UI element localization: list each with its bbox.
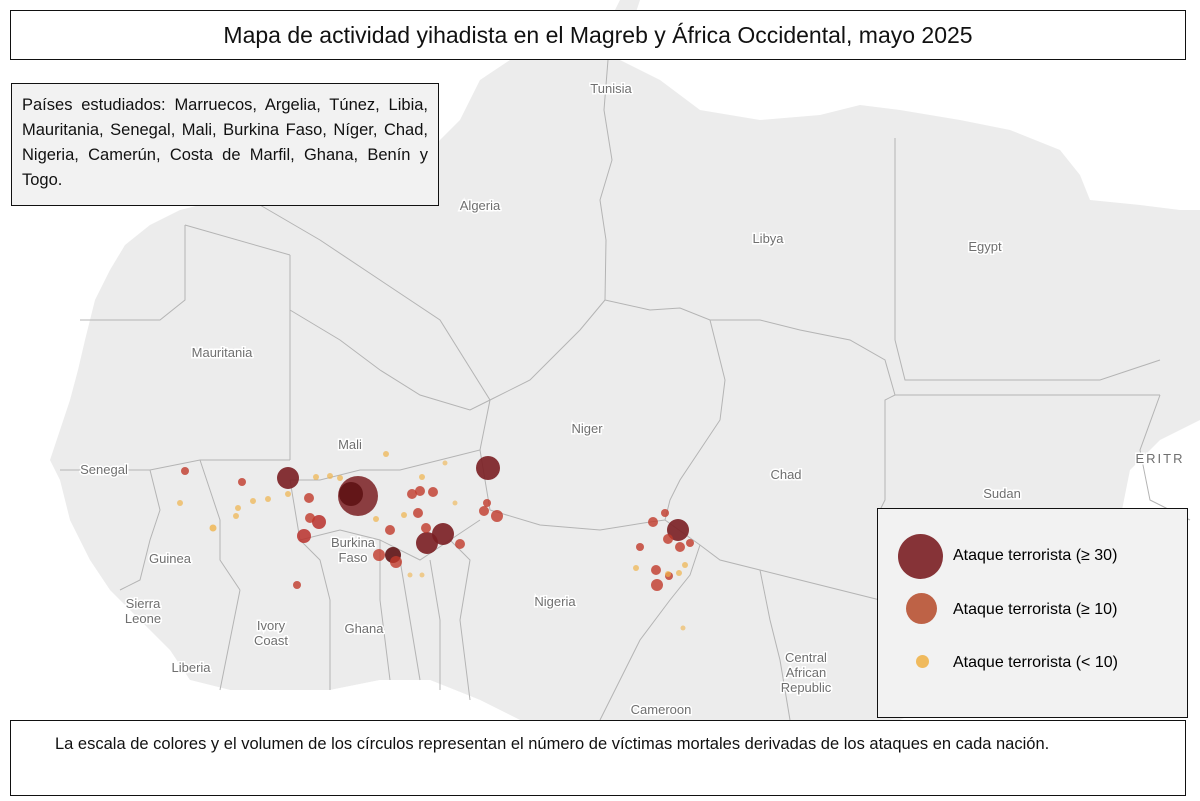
attack-marker-large — [416, 532, 438, 554]
label-car: Central African Republic — [781, 650, 832, 695]
attack-marker-medium — [663, 534, 673, 544]
attack-marker-medium — [305, 513, 315, 523]
attack-marker-medium — [479, 506, 489, 516]
legend-label-small: Ataque terrorista (< 10) — [953, 654, 1118, 671]
attack-marker-medium — [390, 556, 402, 568]
attack-marker-small — [407, 572, 413, 578]
label-senegal: Senegal — [80, 462, 128, 477]
label-ghana: Ghana — [344, 621, 384, 636]
attack-marker-medium — [483, 499, 491, 507]
attack-marker-small — [442, 460, 448, 466]
label-nigeria: Nigeria — [534, 594, 576, 609]
attack-marker-medium — [491, 510, 503, 522]
attack-marker-large — [432, 523, 454, 545]
attack-marker-small — [401, 512, 407, 518]
attack-marker-small — [665, 571, 671, 577]
attack-marker-small — [682, 562, 688, 568]
attack-marker-medium — [304, 493, 314, 503]
footnote-text: La escala de colores y el volumen de los… — [55, 735, 1050, 753]
attack-marker-small — [285, 491, 291, 497]
label-chad: Chad — [770, 467, 801, 482]
label-sudan: Sudan — [983, 486, 1021, 501]
attack-marker-medium — [651, 565, 661, 575]
attack-marker-medium — [238, 478, 246, 486]
label-libya: Libya — [752, 231, 784, 246]
place-labels: Tunisia Algeria Libya Egypt Mauritania M… — [79, 80, 1185, 719]
legend-swatch-medium — [906, 593, 937, 624]
attack-marker-medium — [686, 539, 694, 547]
attack-marker-large — [476, 456, 500, 480]
attack-marker-medium — [648, 517, 658, 527]
countries-studied-text: Países estudiados: Marruecos, Argelia, T… — [22, 96, 428, 189]
attack-marker-small — [452, 500, 458, 506]
attack-marker-small — [177, 500, 183, 506]
attack-marker-small — [337, 475, 343, 481]
legend-swatch-small — [916, 655, 929, 668]
legend: Ataque terrorista (≥ 30) Ataque terroris… — [877, 508, 1188, 718]
label-eritrea: ERITR — [1136, 451, 1185, 466]
label-mali: Mali — [338, 437, 362, 452]
country-borders — [60, 59, 1191, 721]
attack-marker-medium — [297, 529, 311, 543]
legend-label-large: Ataque terrorista (≥ 30) — [953, 547, 1118, 564]
attack-marker-small — [327, 473, 333, 479]
attack-marker-small — [233, 513, 239, 519]
attack-marker-small — [373, 516, 379, 522]
attack-marker-small — [250, 498, 256, 504]
attack-marker-medium — [651, 579, 663, 591]
attack-marker-small — [313, 474, 319, 480]
attack-marker-medium — [293, 581, 301, 589]
label-guinea: Guinea — [149, 551, 192, 566]
attack-marker-small — [633, 565, 639, 571]
countries-studied-box: Países estudiados: Marruecos, Argelia, T… — [11, 83, 439, 206]
label-mauritania: Mauritania — [192, 345, 253, 360]
attack-marker-small — [235, 505, 241, 511]
label-algeria: Algeria — [460, 198, 501, 213]
attack-marker-small — [383, 451, 389, 457]
attack-marker-medium — [636, 543, 644, 551]
footnote-box: La escala de colores y el volumen de los… — [10, 720, 1186, 796]
attack-marker-medium — [385, 525, 395, 535]
attack-marker-medium — [413, 508, 423, 518]
attack-marker-small — [419, 572, 425, 578]
attack-marker-medium — [415, 486, 425, 496]
attack-marker-medium — [181, 467, 189, 475]
attack-marker-medium — [312, 515, 326, 529]
attack-marker-small — [209, 524, 217, 532]
label-egypt: Egypt — [968, 239, 1002, 254]
label-liberia: Liberia — [171, 660, 211, 675]
attack-marker-large — [667, 519, 689, 541]
attack-marker-large — [339, 482, 363, 506]
gulf-of-guinea — [190, 680, 520, 720]
attack-markers — [177, 451, 694, 631]
legend-swatch-large — [898, 534, 943, 579]
label-sierra-leone: Sierra Leone — [125, 596, 161, 626]
label-ivory-coast: Ivory Coast — [254, 618, 288, 648]
attack-marker-medium — [455, 539, 465, 549]
attack-marker-small — [676, 570, 682, 576]
legend-label-medium: Ataque terrorista (≥ 10) — [953, 601, 1118, 618]
label-niger: Niger — [571, 421, 603, 436]
label-tunisia: Tunisia — [590, 81, 632, 96]
attack-marker-small — [265, 496, 271, 502]
map-title-text: Mapa de actividad yihadista en el Magreb… — [223, 21, 973, 48]
label-cameroon: Cameroon — [631, 702, 692, 717]
attack-marker-large — [277, 467, 299, 489]
attack-marker-medium — [421, 523, 431, 533]
map-title: Mapa de actividad yihadista en el Magreb… — [10, 10, 1186, 60]
attack-marker-small — [680, 625, 686, 631]
attack-marker-medium — [428, 487, 438, 497]
attack-marker-small — [419, 474, 425, 480]
attack-marker-medium — [661, 509, 669, 517]
label-burkina-faso: Burkina Faso — [331, 535, 376, 565]
attack-marker-medium — [407, 489, 417, 499]
attack-marker-medium — [373, 549, 385, 561]
attack-marker-medium — [675, 542, 685, 552]
